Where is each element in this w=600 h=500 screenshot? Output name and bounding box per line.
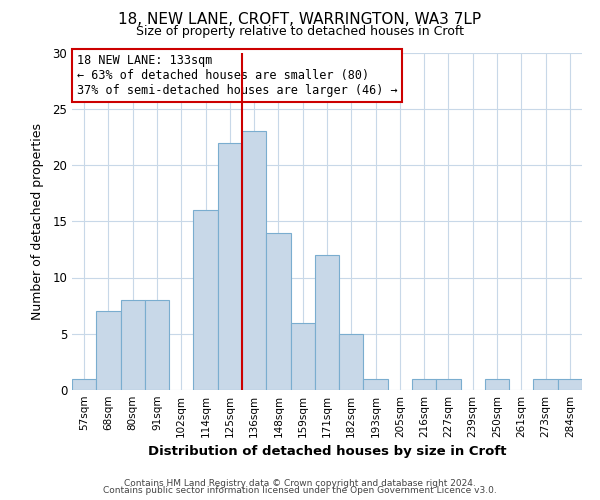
Bar: [364, 379, 388, 390]
Bar: [558, 379, 582, 390]
Bar: [242, 131, 266, 390]
Bar: [485, 379, 509, 390]
Bar: [218, 142, 242, 390]
Bar: [266, 232, 290, 390]
X-axis label: Distribution of detached houses by size in Croft: Distribution of detached houses by size …: [148, 446, 506, 458]
Bar: [412, 379, 436, 390]
Bar: [193, 210, 218, 390]
Text: Contains public sector information licensed under the Open Government Licence v3: Contains public sector information licen…: [103, 486, 497, 495]
Bar: [145, 300, 169, 390]
Bar: [533, 379, 558, 390]
Bar: [72, 379, 96, 390]
Bar: [121, 300, 145, 390]
Bar: [315, 255, 339, 390]
Text: 18 NEW LANE: 133sqm
← 63% of detached houses are smaller (80)
37% of semi-detach: 18 NEW LANE: 133sqm ← 63% of detached ho…: [77, 54, 398, 97]
Text: Size of property relative to detached houses in Croft: Size of property relative to detached ho…: [136, 25, 464, 38]
Bar: [290, 322, 315, 390]
Y-axis label: Number of detached properties: Number of detached properties: [31, 122, 44, 320]
Bar: [96, 311, 121, 390]
Bar: [436, 379, 461, 390]
Text: 18, NEW LANE, CROFT, WARRINGTON, WA3 7LP: 18, NEW LANE, CROFT, WARRINGTON, WA3 7LP: [118, 12, 482, 28]
Bar: [339, 334, 364, 390]
Text: Contains HM Land Registry data © Crown copyright and database right 2024.: Contains HM Land Registry data © Crown c…: [124, 478, 476, 488]
